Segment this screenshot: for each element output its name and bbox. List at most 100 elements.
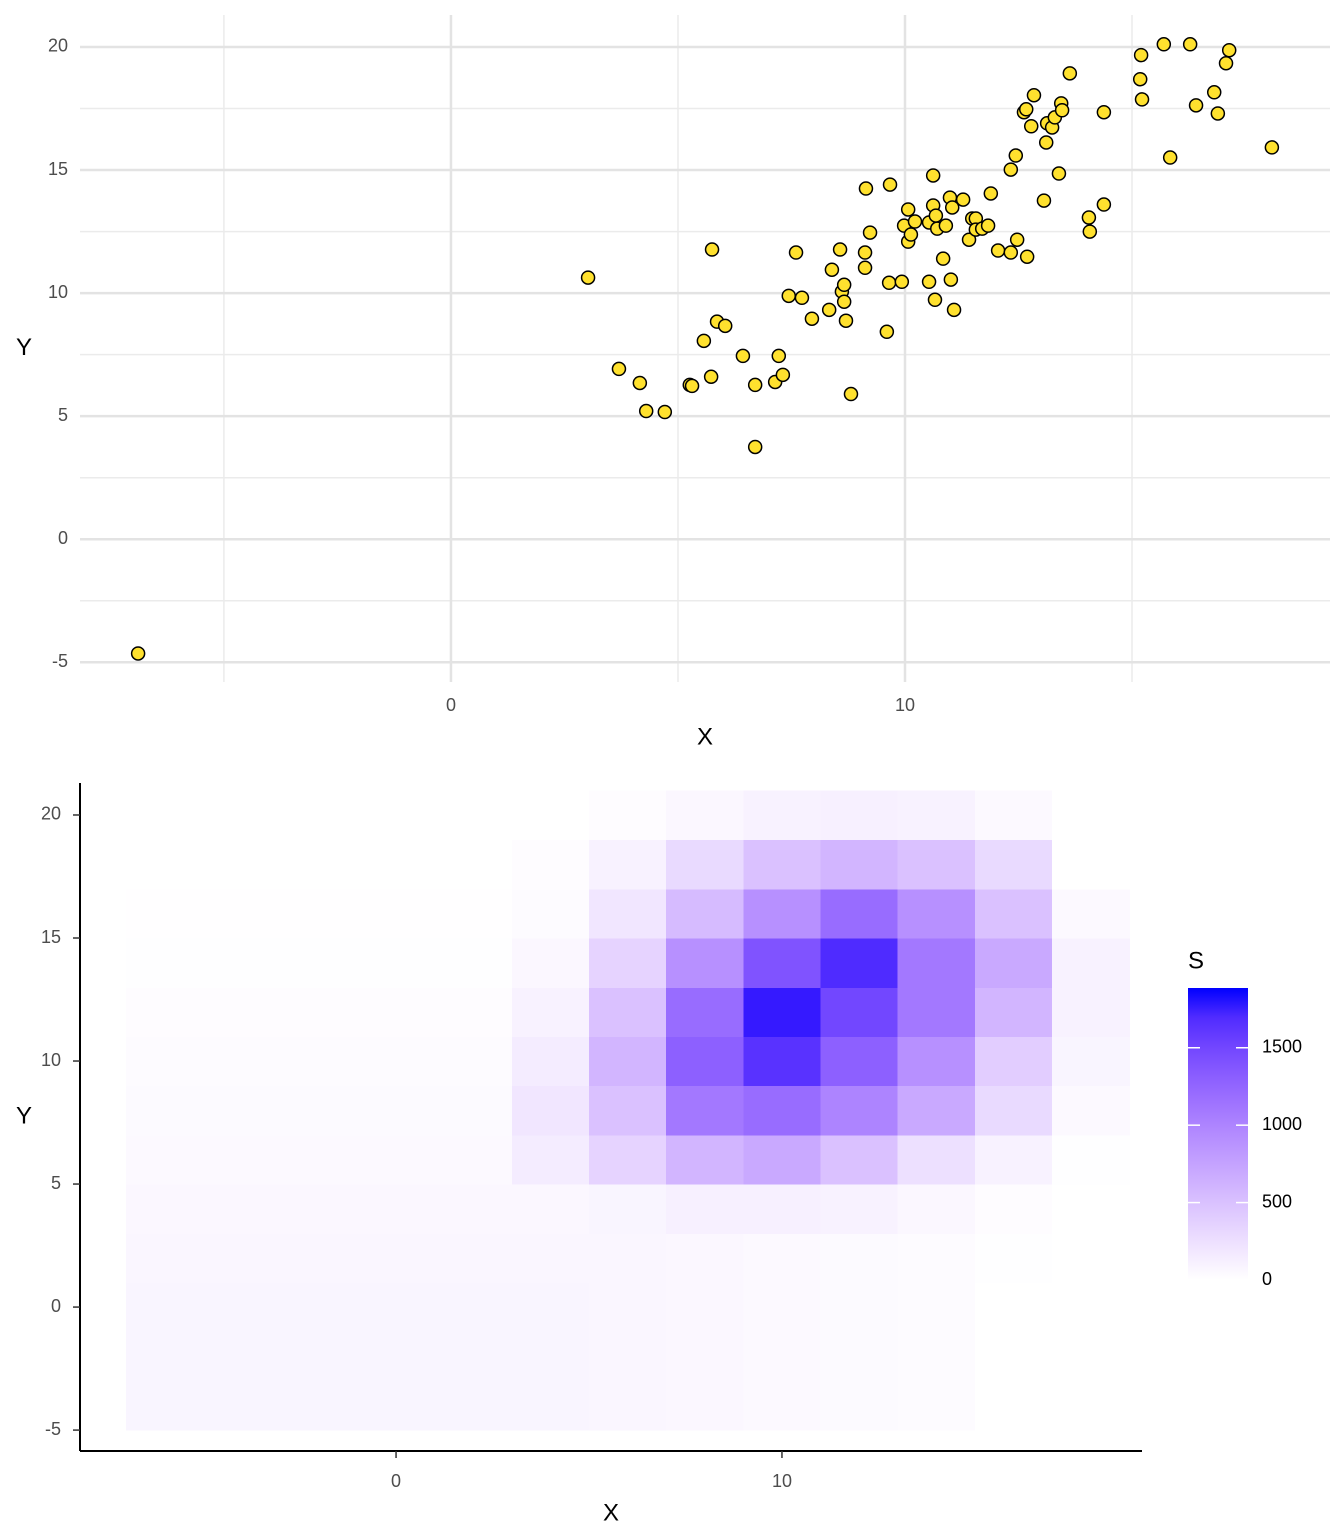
point [1003,162,1019,177]
heat-cell [280,1380,359,1431]
point [747,439,763,455]
point [990,243,1006,258]
heat-cell [743,1184,822,1234]
heat-cell [511,1085,590,1136]
heat-cell [511,790,590,841]
heat-cell [589,1380,667,1431]
heat-cell [434,1036,513,1087]
heat-cell [125,839,204,890]
heat-cell [897,839,976,890]
point [703,369,719,385]
y-tick-label: 0 [51,1296,61,1316]
heat-cell [897,1380,976,1431]
heat-cell [203,1282,281,1333]
heat-cell [820,987,899,1038]
heat-cell [1052,839,1130,890]
point [1221,42,1237,58]
heat-cell [434,1331,513,1382]
point [1062,66,1078,81]
heat-cell [125,1233,204,1284]
point [935,251,951,266]
heat-cell [820,1331,899,1382]
heat-cell [589,839,667,890]
point [858,181,874,196]
heat-cell [357,839,436,890]
heat-cell [511,888,590,939]
x-tick-label: 0 [446,695,456,715]
panel [125,790,1130,1431]
point [1264,140,1280,155]
heat-cell [666,1380,744,1431]
point [1206,85,1222,100]
heat-cell [589,1134,667,1185]
point [928,208,944,223]
point [1026,87,1042,103]
heat-cell [434,987,513,1038]
heat-cell [666,987,744,1038]
y-tick-label: 20 [48,36,68,56]
heat-cell [589,987,667,1038]
heat-cell [589,1331,667,1382]
heat-cell [820,1282,899,1333]
point [980,218,996,233]
heat-cell [589,938,667,988]
heat-cell [820,1184,899,1234]
y-tick-label: 20 [41,804,61,824]
y-tick-label: -5 [52,651,68,671]
heat-cell [125,1380,204,1431]
y-axis-title: Y [16,334,32,361]
heat-cell [1052,790,1130,841]
point [961,232,977,247]
heat-cell [357,987,436,1038]
point [943,272,959,287]
y-axis-title: Y [16,1102,32,1129]
heat-cell [1052,1331,1130,1382]
heat-cell [357,1233,436,1284]
point [838,313,854,328]
heat-cell [820,938,899,988]
point [857,245,873,260]
heat-cell [974,1134,1053,1185]
heat-cell [666,790,744,841]
heat-cell [897,1331,976,1382]
heat-cell [897,938,976,988]
heat-cell [820,1085,899,1136]
point [684,378,700,394]
heat-cell [203,987,281,1038]
heat-cell [1052,938,1130,988]
heat-cell [357,938,436,988]
point [1051,166,1067,181]
heat-cell [743,790,822,841]
heat-cell [357,888,436,939]
heat-cell [511,987,590,1038]
heat-cell [666,1184,744,1234]
point [938,218,954,233]
point [1036,193,1052,208]
heat-cell [743,1085,822,1136]
heat-cell [666,839,744,890]
x-tick-label: 10 [772,1471,792,1491]
point [735,348,751,364]
heat-cell [203,1036,281,1087]
heat-cell [357,1036,436,1087]
heat-cell [280,790,359,841]
point [638,403,654,419]
heat-cell [897,1036,976,1087]
heat-cell [125,938,204,988]
point [836,294,852,309]
point [1018,102,1034,117]
point [843,386,859,402]
point [925,168,941,183]
x-tick-label: 0 [391,1471,401,1491]
point [900,202,916,217]
heat-cell [820,1233,899,1284]
legend-colorbar [1188,988,1248,1280]
heat-cell [1052,1233,1130,1284]
y-tick-label: 5 [51,1173,61,1193]
point [611,361,627,377]
heat-cell [280,1184,359,1234]
heat-cell [125,1085,204,1136]
point [1133,47,1149,63]
heat-cell [743,839,822,890]
